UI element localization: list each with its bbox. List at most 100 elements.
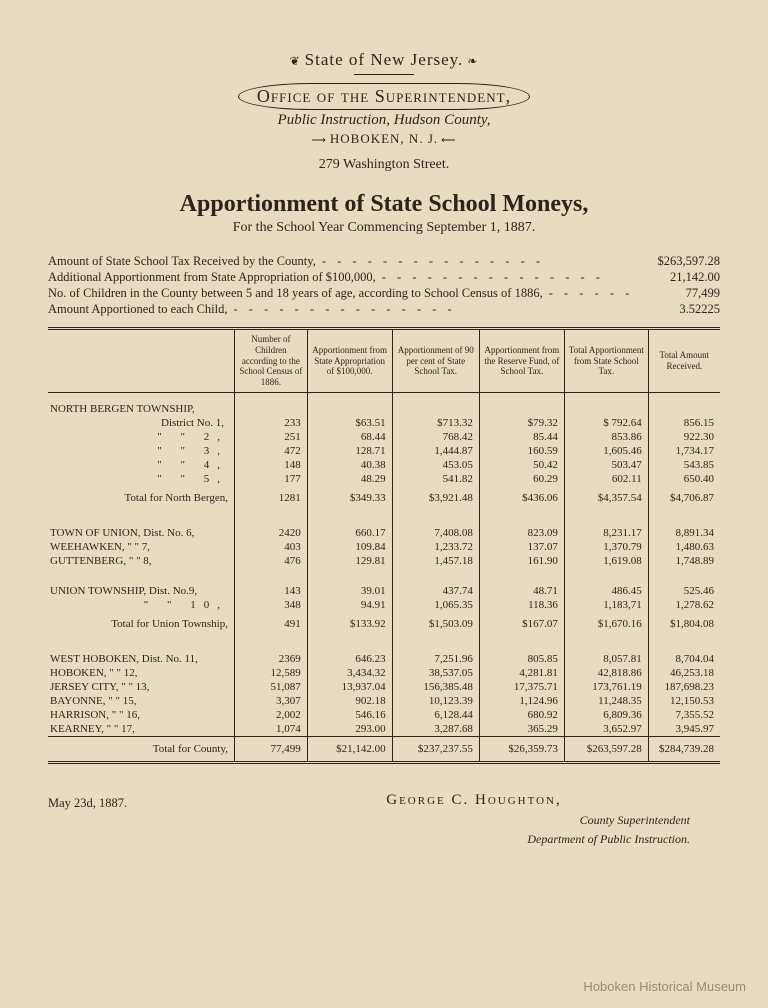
table-header-row: Number of Children according to the Scho… [48,330,720,392]
table-cell: 453.05 [392,458,479,472]
column-header: Number of Children according to the Scho… [235,330,308,392]
column-header [48,330,235,392]
table-cell: 853.86 [564,430,648,444]
table-cell: $349.33 [307,486,392,510]
table-cell: $3,921.48 [392,486,479,510]
spacer-row [48,510,720,526]
footer-role-1: County Superintendent [48,813,720,828]
row-label: " " 4, [48,458,235,472]
table-cell: 137.07 [479,540,564,554]
table-cell: $167.07 [479,612,564,636]
row-label: Total for North Bergen, [48,486,235,510]
footer: May 23d, 1887. George C. Houghton, Count… [48,792,720,847]
table-cell: 1,605.46 [564,444,648,458]
spacer-row [48,636,720,652]
table-cell: $237,237.55 [392,736,479,761]
row-label: Total for County, [48,736,235,761]
table-cell: 1,457.18 [392,554,479,568]
document-title: Apportionment of State School Moneys, [48,191,720,218]
table-row: Total for County,77,499$21,142.00$237,23… [48,736,720,761]
table-cell: $436.06 [479,486,564,510]
table-cell: 12,150.53 [648,694,720,708]
table-cell: 42,818.86 [564,666,648,680]
table-cell: 118.36 [479,598,564,612]
table-row: " " 2,25168.44768.4285.44853.86922.30 [48,430,720,444]
section-label: NORTH BERGEN TOWNSHIP, [48,392,235,416]
table-cell: 6,128.44 [392,708,479,722]
table-cell: $1,670.16 [564,612,648,636]
table-cell: 437.74 [392,584,479,598]
row-label: WEST HOBOKEN, Dist. No. 11, [48,652,235,666]
table-cell: 491 [235,612,308,636]
row-label: District No. 1, [48,416,235,430]
table-cell: 823.09 [479,526,564,540]
table-cell: 2,002 [235,708,308,722]
row-label: KEARNEY, " " 17, [48,722,235,737]
table-cell: 48.29 [307,472,392,486]
table-row: " " 3,472128.711,444.87160.591,605.461,7… [48,444,720,458]
table-cell: 148 [235,458,308,472]
summary-line: No. of Children in the County between 5 … [48,286,720,301]
table-cell: 1,233.72 [392,540,479,554]
summary-label: No. of Children in the County between 5 … [48,286,543,301]
table-cell: 129.81 [307,554,392,568]
office-subline: Public Instruction, Hudson County, [48,112,720,129]
row-label: GUTTENBERG, " " 8, [48,554,235,568]
summary-fill: - - - - - - - - - - - - - - - [228,302,641,317]
row-label: BAYONNE, " " 15, [48,694,235,708]
table-row: " " 4,14840.38453.0550.42503.47543.85 [48,458,720,472]
table-cell: 233 [235,416,308,430]
row-label: TOWN OF UNION, Dist. No. 6, [48,526,235,540]
table-cell: 13,937.04 [307,680,392,694]
document-page: State of New Jersey. Office of the Super… [0,0,768,867]
row-label: HOBOKEN, " " 12, [48,666,235,680]
table-cell: 68.44 [307,430,392,444]
summary-fill: - - - - - - - - - - - - - - - [376,270,640,285]
column-header: Total Amount Received. [648,330,720,392]
table-cell: 128.71 [307,444,392,458]
table-cell: 602.11 [564,472,648,486]
table-cell: 543.85 [648,458,720,472]
table-cell: 161.90 [479,554,564,568]
divider [354,74,414,75]
table-cell: 3,945.97 [648,722,720,737]
row-label: WEEHAWKEN, " " 7, [48,540,235,554]
table-cell: 476 [235,554,308,568]
table-cell: 472 [235,444,308,458]
summary-value: 3.52225 [640,302,720,317]
table-cell: 348 [235,598,308,612]
table-row: BAYONNE, " " 15,3,307902.1810,123.391,12… [48,694,720,708]
row-label: JERSEY CITY, " " 13, [48,680,235,694]
table-cell: $26,359.73 [479,736,564,761]
table-cell: 546.16 [307,708,392,722]
table-cell: 40.38 [307,458,392,472]
table-cell: 143 [235,584,308,598]
table-cell: 3,434.32 [307,666,392,680]
summary-fill: - - - - - - - - - - - - - - - [543,286,640,301]
summary-line: Amount Apportioned to each Child,- - - -… [48,302,720,317]
table-cell: 1,065.35 [392,598,479,612]
table-row: HARRISON, " " 16,2,002546.166,128.44680.… [48,708,720,722]
document-subtitle: For the School Year Commencing September… [48,220,720,236]
table-cell: 486.45 [564,584,648,598]
table-row: " " 5,17748.29541.8260.29602.11650.40 [48,472,720,486]
table-cell: $1,503.09 [392,612,479,636]
row-label: " " 10, [48,598,235,612]
table-cell: 2369 [235,652,308,666]
table-cell: $713.32 [392,416,479,430]
footer-signature: George C. Houghton, [48,792,720,809]
summary-value: 77,499 [640,286,720,301]
table-body: NORTH BERGEN TOWNSHIP,District No. 1,233… [48,392,720,761]
table-cell: 1,278.62 [648,598,720,612]
office-line: Office of the Superintendent, [238,83,530,110]
table-cell: 94.91 [307,598,392,612]
table-cell: 4,281.81 [479,666,564,680]
table-cell: 1,183,71 [564,598,648,612]
row-label: HARRISON, " " 16, [48,708,235,722]
table-cell: 60.29 [479,472,564,486]
table-cell: 3,307 [235,694,308,708]
table-cell: 403 [235,540,308,554]
apportionment-table: Number of Children according to the Scho… [48,330,720,761]
table-cell: 503.47 [564,458,648,472]
summary-line: Additional Apportionment from State Appr… [48,270,720,285]
